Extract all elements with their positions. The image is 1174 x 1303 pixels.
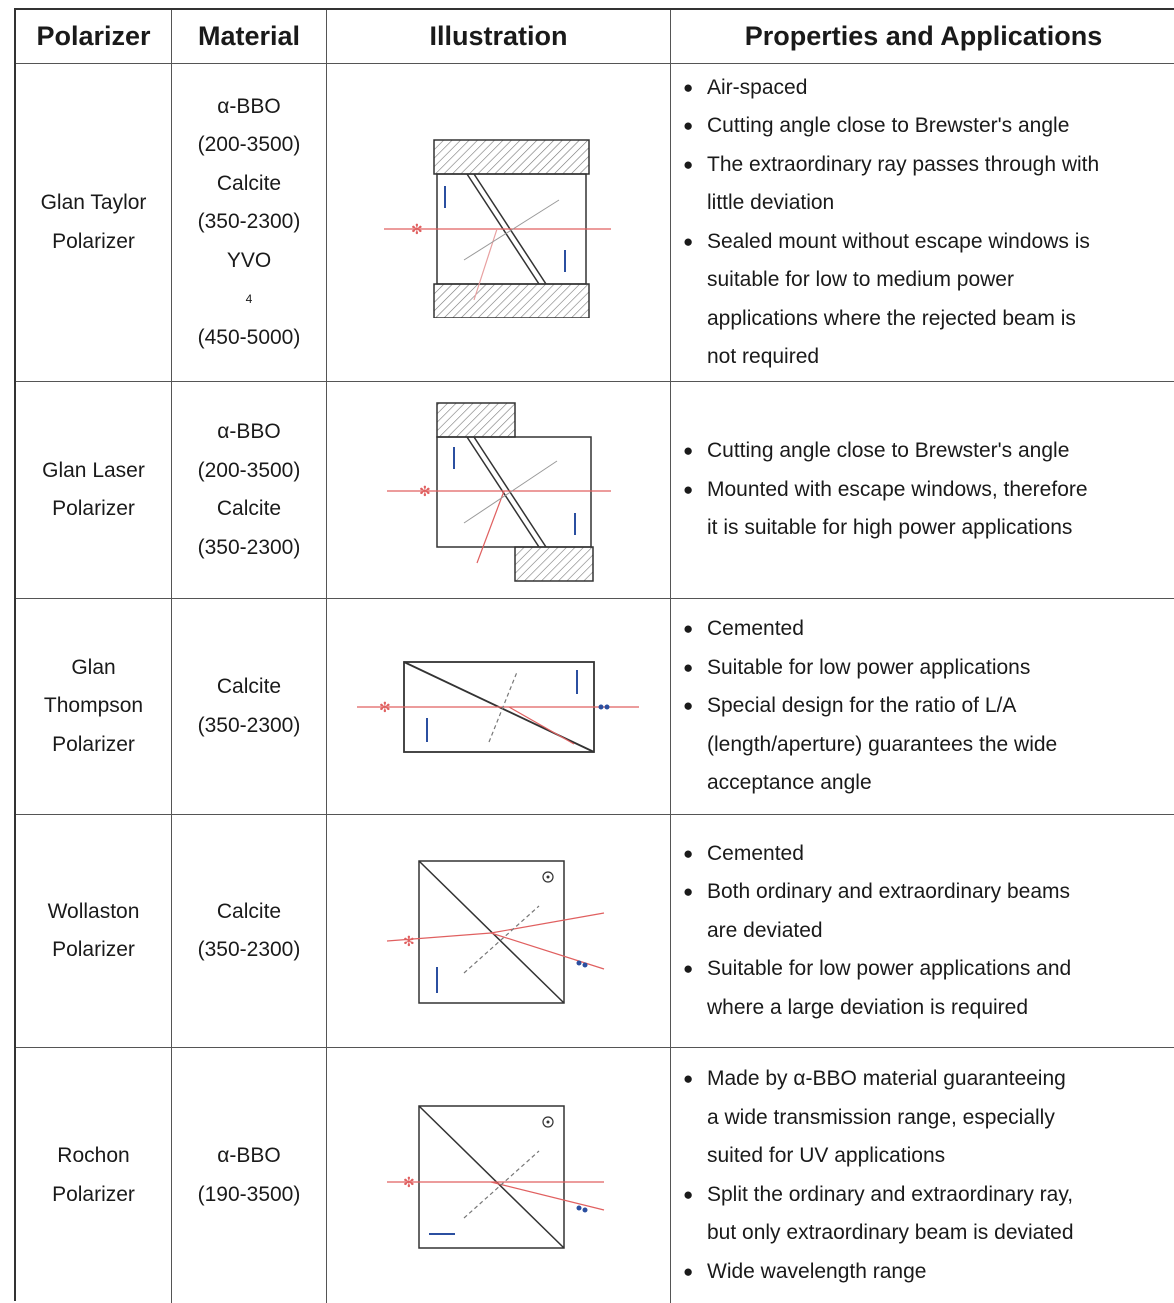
table-row-glan-thompson: Glan Thompson Polarizer Calcite (350-230… [16, 599, 1174, 815]
header-properties: Properties and Applications [670, 10, 1174, 63]
svg-text:✻: ✻ [403, 933, 415, 949]
property-item: Suitable for low power applications andw… [683, 950, 1174, 1027]
properties-list: Cutting angle close to Brewster's angle … [670, 382, 1174, 598]
header-polarizer: Polarizer [36, 21, 151, 51]
properties-list: Air-spaced Cutting angle close to Brewst… [670, 64, 1174, 381]
illustration-rochon: ✻ [326, 1048, 670, 1303]
polarizer-name: Glan Thompson Polarizer [43, 655, 144, 756]
polarizer-name: Glan Taylor Polarizer [40, 191, 147, 253]
table-row-glan-laser: Glan Laser Polarizer α-BBO (200-3500) Ca… [16, 382, 1174, 599]
property-item: Cemented [683, 835, 1174, 874]
material-list: Calcite (350-2300) [171, 815, 326, 1047]
svg-text:✻: ✻ [379, 699, 391, 715]
table-row-glan-taylor: Glan Taylor Polarizer α-BBO (200-3500) C… [16, 64, 1174, 382]
property-item: Air-spaced [683, 69, 1174, 108]
polarizer-name: Wollaston Polarizer [47, 899, 140, 962]
material-list: α-BBO (200-3500) Calcite (350-2300) [171, 382, 326, 598]
material-list: α-BBO (200-3500) Calcite (350-2300) YVO 4… [171, 64, 326, 381]
property-item: Both ordinary and extraordinary beamsare… [683, 873, 1174, 950]
polarizer-name: Glan Laser Polarizer [42, 458, 145, 521]
property-item: Cemented [683, 610, 1174, 649]
illustration-wollaston: ✻ [326, 815, 670, 1047]
illustration-glan-taylor: ✻ [326, 64, 670, 381]
polarizer-table: Polarizer Material Illustration Properti… [14, 8, 1174, 1303]
property-item: Suitable for low power applications [683, 649, 1174, 688]
property-item: Special design for the ratio of L/A(leng… [683, 687, 1174, 803]
header-illustration: Illustration [326, 10, 670, 63]
table-row-rochon: Rochon Polarizer α-BBO (190-3500) ✻ [16, 1048, 1174, 1303]
header-material: Material [171, 10, 326, 63]
property-item: Mounted with escape windows, thereforeit… [683, 471, 1174, 548]
illustration-glan-thompson: ✻ [326, 599, 670, 814]
svg-text:✻: ✻ [411, 221, 423, 237]
property-item: Sealed mount without escape windows issu… [683, 223, 1174, 377]
yvo4-label: YVO 4 [226, 248, 272, 307]
property-item: Cutting angle close to Brewster's angle [683, 432, 1174, 471]
table-header: Polarizer Material Illustration Properti… [16, 10, 1174, 64]
property-item: The extraordinary ray passes through wit… [683, 146, 1174, 223]
properties-list: Cemented Both ordinary and extraordinary… [670, 815, 1174, 1047]
material-list: α-BBO (190-3500) [171, 1048, 326, 1303]
property-item: Split the ordinary and extraordinary ray… [683, 1176, 1174, 1253]
svg-text:✻: ✻ [419, 483, 431, 499]
illustration-glan-laser: ✻ [326, 382, 670, 598]
polarizer-name: Rochon Polarizer [52, 1144, 135, 1206]
svg-text:✻: ✻ [403, 1174, 415, 1190]
table-row-wollaston: Wollaston Polarizer Calcite (350-2300) ✻ [16, 815, 1174, 1048]
property-item: Cutting angle close to Brewster's angle [683, 107, 1174, 146]
property-item: Wide wavelength range [683, 1253, 1174, 1292]
material-list: Calcite (350-2300) [171, 599, 326, 814]
properties-list: Cemented Suitable for low power applicat… [670, 599, 1174, 814]
